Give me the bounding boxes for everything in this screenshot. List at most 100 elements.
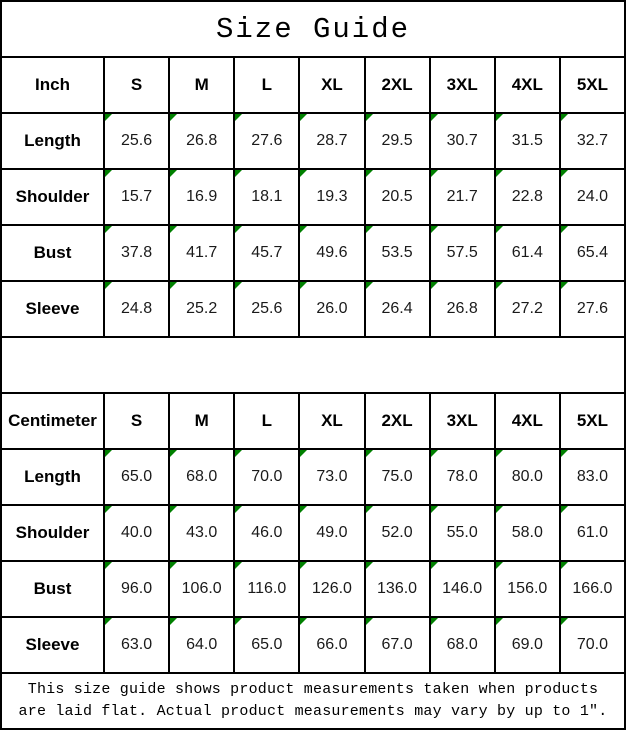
measurement-value: 61.4 <box>511 244 543 261</box>
cell-corner-triangle-icon <box>366 451 373 457</box>
measurement-row: Sleeve 63.0 64.0 65.0 66.0 67.0 68.0 69.0 70.0 <box>0 616 626 674</box>
measurement-value-cell: 65.0 <box>233 616 301 674</box>
cell-corner-triangle-icon <box>561 563 568 569</box>
measurement-value: 65.4 <box>576 244 608 261</box>
measurement-value: 16.9 <box>186 188 218 205</box>
size-column-header: M <box>168 56 236 114</box>
cell-corner-triangle-icon <box>301 451 308 457</box>
measurement-value: 73.0 <box>316 468 348 485</box>
size-column-header: 2XL <box>363 392 431 450</box>
measurement-value: 166.0 <box>572 580 613 597</box>
cell-corner-triangle-icon <box>301 563 308 569</box>
measurement-value: 69.0 <box>511 636 543 653</box>
row-label-cell: Shoulder <box>0 504 105 562</box>
measurement-row: Bust 37.8 41.7 45.7 49.6 53.5 57.5 61.4 65.4 <box>0 224 626 282</box>
cell-corner-triangle-icon <box>496 451 503 457</box>
measurement-value: 25.2 <box>186 300 218 317</box>
row-label-cell: Shoulder <box>0 168 105 226</box>
cell-corner-triangle-icon <box>106 563 112 569</box>
measurement-value-cell: 166.0 <box>558 560 626 618</box>
measurement-value-cell: 106.0 <box>168 560 236 618</box>
measurement-value-cell: 57.5 <box>428 224 496 282</box>
measurement-value-cell: 58.0 <box>493 504 561 562</box>
measurement-row: Length 25.6 26.8 27.6 28.7 29.5 30.7 31.5 32.7 <box>0 112 626 170</box>
measurement-value-cell: 32.7 <box>558 112 626 170</box>
size-column-header: 5XL <box>558 392 626 450</box>
measurement-value-cell: 63.0 <box>102 616 171 674</box>
cell-corner-triangle-icon <box>236 451 243 457</box>
measurement-value-cell: 65.4 <box>558 224 626 282</box>
measurement-value-cell: 41.7 <box>168 224 236 282</box>
measurement-value: 156.0 <box>507 580 548 597</box>
cell-corner-triangle-icon <box>106 283 112 289</box>
measurement-value: 52.0 <box>381 524 413 541</box>
unit-header-cell: Inch <box>0 56 105 114</box>
measurement-value-cell: 126.0 <box>298 560 366 618</box>
measurement-value: 43.0 <box>186 524 218 541</box>
measurement-value-cell: 24.0 <box>558 168 626 226</box>
measurement-value: 45.7 <box>251 244 283 261</box>
measurement-value: 46.0 <box>251 524 283 541</box>
cell-corner-triangle-icon <box>431 283 438 289</box>
footer-line-1: This size guide shows product measuremen… <box>27 680 599 698</box>
measurement-value-cell: 78.0 <box>428 448 496 506</box>
cell-corner-triangle-icon <box>561 619 568 625</box>
measurement-value-cell: 25.6 <box>233 280 301 338</box>
measurement-value: 24.8 <box>120 300 153 317</box>
measurement-value-cell: 43.0 <box>168 504 236 562</box>
measurement-value: 57.5 <box>446 244 478 261</box>
measurement-row: Length 65.0 68.0 70.0 73.0 75.0 78.0 80.0 83.0 <box>0 448 626 506</box>
page-title: Size Guide <box>0 0 626 58</box>
measurement-value: 40.0 <box>120 524 153 541</box>
cell-corner-triangle-icon <box>366 283 373 289</box>
measurement-value: 55.0 <box>446 524 478 541</box>
measurement-value: 27.6 <box>251 132 283 149</box>
measurement-value: 19.3 <box>316 188 348 205</box>
measurement-value: 96.0 <box>120 580 153 597</box>
cell-corner-triangle-icon <box>366 563 373 569</box>
table-spacer-row <box>0 336 626 394</box>
cell-corner-triangle-icon <box>496 507 503 513</box>
measurement-value-cell: 69.0 <box>493 616 561 674</box>
measurement-value: 31.5 <box>511 132 543 149</box>
size-header-row: Inch S M L XL 2XL 3XL 4XL 5XL <box>0 56 626 114</box>
measurement-value-cell: 19.3 <box>298 168 366 226</box>
size-column-header: L <box>233 56 301 114</box>
measurement-value: 68.0 <box>446 636 478 653</box>
measurement-value-cell: 67.0 <box>363 616 431 674</box>
measurement-value: 106.0 <box>181 580 222 597</box>
cell-corner-triangle-icon <box>496 227 503 233</box>
measurement-value-cell: 52.0 <box>363 504 431 562</box>
cell-corner-triangle-icon <box>366 227 373 233</box>
measurement-row: Sleeve 24.8 25.2 25.6 26.0 26.4 26.8 27.2 27.6 <box>0 280 626 338</box>
cell-corner-triangle-icon <box>561 115 568 121</box>
measurement-value: 65.0 <box>251 636 283 653</box>
cell-corner-triangle-icon <box>366 507 373 513</box>
cell-corner-triangle-icon <box>301 115 308 121</box>
measurement-row: Shoulder 40.0 43.0 46.0 49.0 52.0 55.0 58.0 61.0 <box>0 504 626 562</box>
measurement-value-cell: 24.8 <box>102 280 171 338</box>
size-column-header: 4XL <box>493 392 561 450</box>
measurement-value-cell: 26.8 <box>168 112 236 170</box>
measurement-value: 30.7 <box>446 132 478 149</box>
measurement-value: 67.0 <box>381 636 413 653</box>
cell-corner-triangle-icon <box>496 563 503 569</box>
measurement-value-cell: 27.2 <box>493 280 561 338</box>
size-column-header: XL <box>298 392 366 450</box>
measurement-value: 28.7 <box>316 132 348 149</box>
measurement-value-cell: 96.0 <box>102 560 171 618</box>
measurement-value-cell: 75.0 <box>363 448 431 506</box>
footer-row: This size guide shows product measuremen… <box>0 672 626 730</box>
measurement-value: 27.6 <box>576 300 608 317</box>
measurement-value: 15.7 <box>120 188 153 205</box>
measurement-value-cell: 61.4 <box>493 224 561 282</box>
cell-corner-triangle-icon <box>301 227 308 233</box>
measurement-value: 49.6 <box>316 244 348 261</box>
measurement-value-cell: 27.6 <box>558 280 626 338</box>
measurement-value-cell: 64.0 <box>168 616 236 674</box>
cell-corner-triangle-icon <box>301 619 308 625</box>
measurement-value-cell: 21.7 <box>428 168 496 226</box>
cell-corner-triangle-icon <box>236 619 243 625</box>
measurement-value-cell: 49.6 <box>298 224 366 282</box>
cell-corner-triangle-icon <box>496 115 503 121</box>
